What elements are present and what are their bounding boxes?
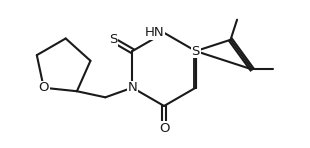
Text: O: O bbox=[38, 81, 49, 94]
Text: S: S bbox=[109, 33, 117, 46]
Text: O: O bbox=[159, 122, 169, 135]
Text: N: N bbox=[127, 81, 137, 94]
Text: S: S bbox=[192, 45, 200, 58]
Text: HN: HN bbox=[144, 26, 164, 39]
